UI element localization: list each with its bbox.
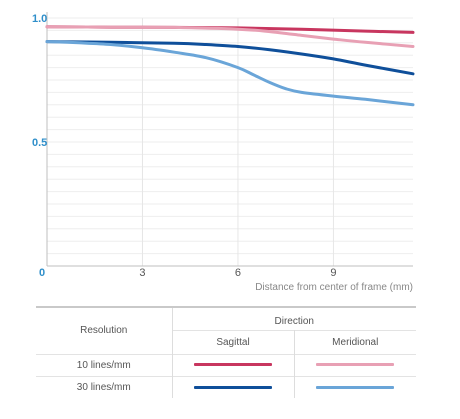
- chart-axes: [46, 12, 413, 267]
- resolution-header: Resolution: [36, 308, 173, 354]
- swatch-10-sagittal: [194, 363, 272, 367]
- x-tick-label: 6: [235, 267, 241, 279]
- x-tick-label: 0: [39, 267, 45, 279]
- sagittal-header: Sagittal: [172, 329, 295, 354]
- series-line-10-lines-mm-meridional: [45, 25, 415, 48]
- meridional-header: Meridional: [294, 329, 416, 354]
- series-line-30-lines-mm-sagittal: [45, 40, 415, 76]
- series-line-30-lines-mm-meridional: [45, 40, 415, 107]
- swatch-30-sagittal: [194, 385, 272, 389]
- legend-row-30: 30 lines/mm: [36, 375, 416, 398]
- legend-row-label: 30 lines/mm: [36, 375, 173, 398]
- legend-row-10: 10 lines/mm: [36, 353, 416, 376]
- x-axis-label: Distance from center of frame (mm): [255, 282, 413, 293]
- series-group: [45, 25, 415, 107]
- legend-table: Resolution Direction Sagittal Meridional…: [36, 306, 416, 398]
- legend-row-label: 10 lines/mm: [36, 353, 173, 376]
- tick-labels: 0.5 1.0 0 3 6 9: [32, 13, 336, 279]
- swatch-10-meridional: [316, 363, 395, 367]
- y-tick-label: 0.5: [32, 137, 47, 149]
- x-tick-label: 9: [330, 267, 336, 279]
- y-tick-label: 1.0: [32, 13, 47, 25]
- x-tick-label: 3: [139, 267, 145, 279]
- direction-header: Direction: [274, 315, 314, 327]
- grid-lines: [47, 17, 413, 266]
- mtf-chart: 0.5 1.0 0 3 6 9 Distance from center of frame…: [32, 12, 415, 293]
- swatch-30-meridional: [316, 385, 395, 389]
